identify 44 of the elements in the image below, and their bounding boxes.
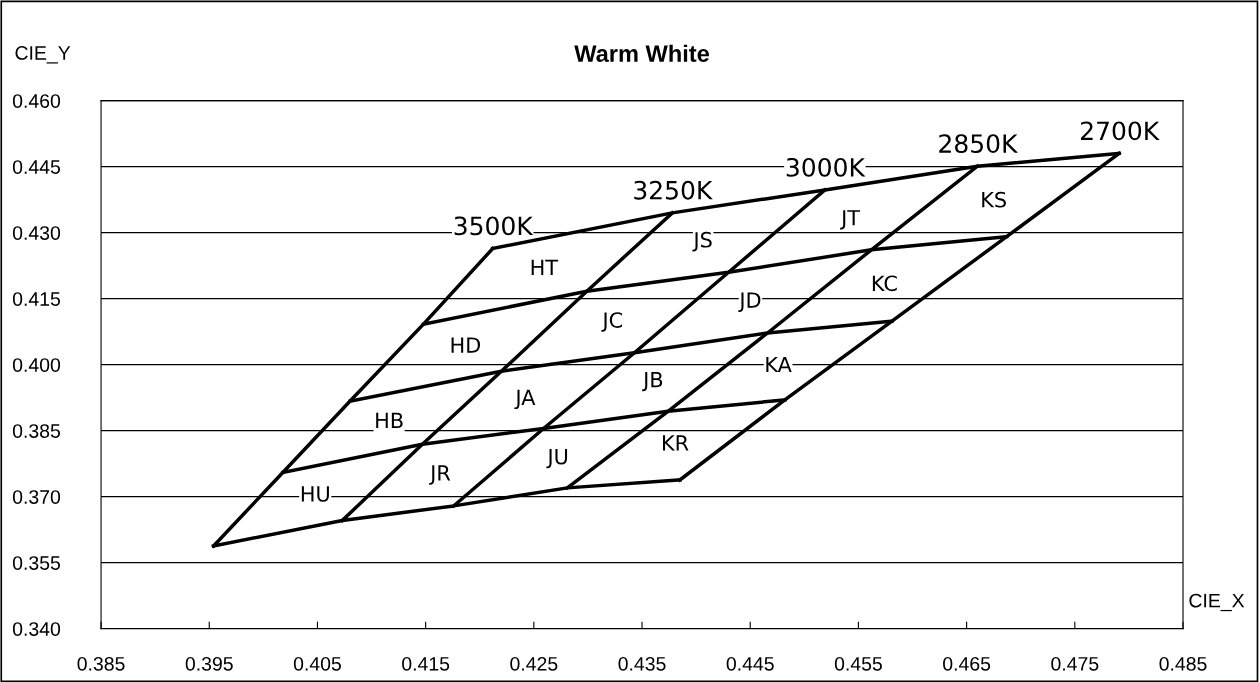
annotation: KC (872, 275, 897, 292)
y-tick-label: 0.460 (12, 94, 61, 108)
y-tick-label: 0.340 (12, 622, 61, 636)
y-tick-label: 0.355 (12, 556, 61, 570)
annotation: KR (663, 435, 689, 451)
annotation: JB (642, 371, 663, 392)
annotation: JC (601, 312, 623, 332)
annotation: JS (692, 231, 712, 252)
annotation: JU (546, 448, 568, 469)
annotation: JR (429, 465, 451, 485)
x-tick-label: 0.385 (77, 656, 125, 671)
annotation: 3500K (454, 216, 534, 236)
x-tick-label: 0.415 (402, 656, 450, 671)
annotation: JA (514, 389, 536, 410)
x-tick-label: 0.405 (293, 656, 341, 671)
annotation: HT (531, 259, 559, 275)
x-tick-label: 0.435 (618, 656, 666, 671)
annotation: 3000K (786, 157, 866, 177)
annotation: KA (766, 356, 792, 373)
annotation: HU (301, 486, 329, 502)
annotation: 3250K (634, 180, 713, 200)
x-tick-label: 0.475 (1051, 656, 1099, 671)
y-tick-label: 0.445 (12, 160, 61, 174)
annotation: JT (840, 210, 861, 230)
annotation: 2850K (939, 134, 1018, 154)
chart-title: Warm White (574, 44, 709, 63)
x-tick-label: 0.425 (510, 656, 558, 671)
y-tick-label: 0.370 (12, 490, 61, 504)
x-tick-label: 0.445 (726, 656, 774, 671)
x-axis-title: CIE_X (1189, 593, 1245, 612)
annotation: KS (982, 191, 1006, 208)
x-tick-label: 0.465 (943, 656, 991, 671)
y-tick-label: 0.385 (12, 424, 61, 438)
annotation: 2700K (1081, 121, 1160, 141)
y-tick-label: 0.400 (12, 358, 61, 372)
y-tick-label: 0.430 (12, 226, 61, 240)
annotation: HB (376, 412, 403, 429)
y-tick-label: 0.415 (12, 292, 61, 306)
x-tick-label: 0.455 (834, 656, 882, 671)
y-axis-title: CIE_Y (15, 46, 71, 64)
annotation: JD (738, 292, 761, 312)
x-tick-label: 0.395 (185, 656, 233, 671)
x-tick-label: 0.485 (1159, 656, 1207, 671)
annotation: HD (451, 337, 481, 353)
